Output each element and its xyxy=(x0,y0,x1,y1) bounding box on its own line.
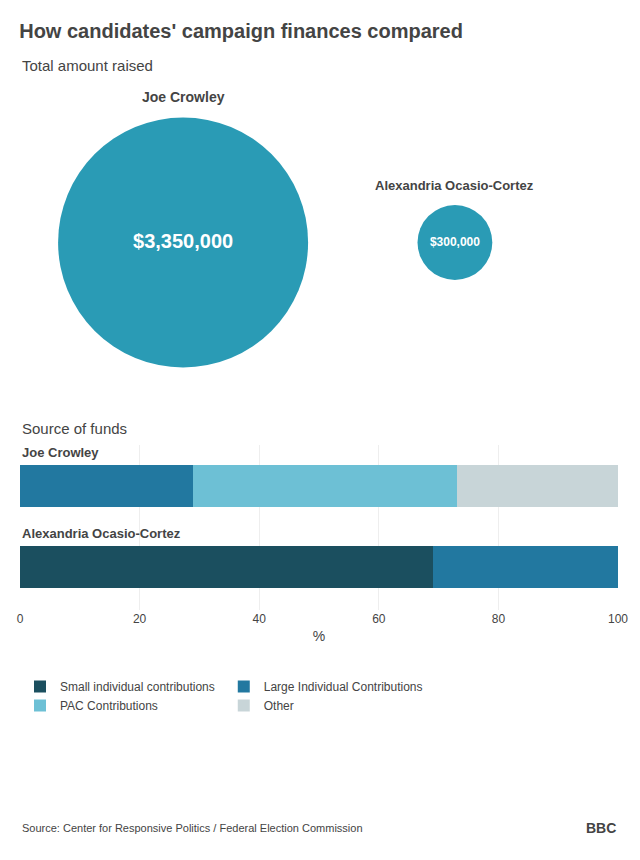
svg-text:Other: Other xyxy=(264,699,294,713)
svg-text:Joe Crowley: Joe Crowley xyxy=(22,445,99,460)
svg-text:Small individual contributions: Small individual contributions xyxy=(60,680,215,694)
svg-text:BBC: BBC xyxy=(586,820,616,836)
svg-text:Joe Crowley: Joe Crowley xyxy=(142,89,225,105)
svg-text:Total amount raised: Total amount raised xyxy=(22,57,153,74)
svg-text:Alexandria Ocasio-Cortez: Alexandria Ocasio-Cortez xyxy=(375,178,534,193)
svg-text:PAC Contributions: PAC Contributions xyxy=(60,699,158,713)
svg-text:Large Individual Contributions: Large Individual Contributions xyxy=(264,680,423,694)
svg-text:40: 40 xyxy=(253,612,267,626)
svg-text:Source: Center for Responsive: Source: Center for Responsive Politics /… xyxy=(22,822,363,834)
svg-text:%: % xyxy=(313,628,325,644)
svg-text:$3,350,000: $3,350,000 xyxy=(133,230,233,252)
svg-text:Source of funds: Source of funds xyxy=(22,420,127,437)
svg-text:$300,000: $300,000 xyxy=(430,235,480,249)
svg-text:0: 0 xyxy=(17,612,24,626)
svg-text:Alexandria Ocasio-Cortez: Alexandria Ocasio-Cortez xyxy=(22,526,181,541)
svg-text:80: 80 xyxy=(492,612,506,626)
svg-text:How candidates' campaign finan: How candidates' campaign finances compar… xyxy=(19,20,463,42)
svg-text:20: 20 xyxy=(133,612,147,626)
svg-text:100: 100 xyxy=(608,612,628,626)
svg-text:60: 60 xyxy=(372,612,386,626)
